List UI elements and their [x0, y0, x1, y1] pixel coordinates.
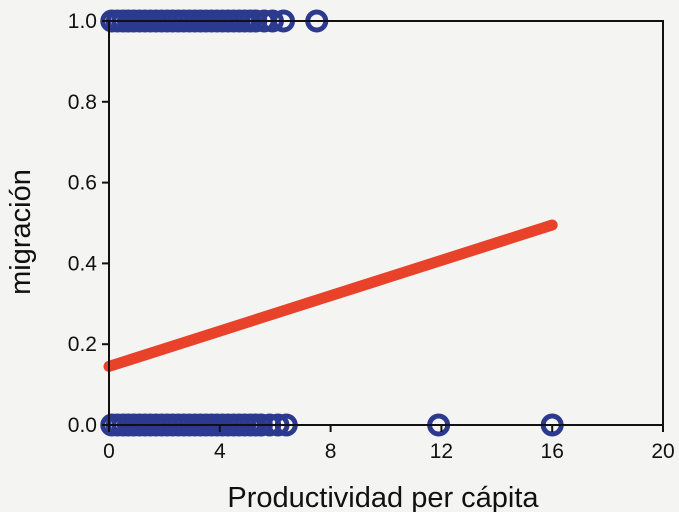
x-tick-label: 0	[103, 440, 115, 463]
fit-line-layer	[103, 219, 558, 372]
y-tick-label: 0.8	[68, 91, 97, 114]
data-points	[100, 9, 564, 437]
plot-frame	[108, 20, 664, 426]
x-tick-label: 16	[541, 440, 564, 463]
x-tick-label: 8	[325, 440, 337, 463]
x-tick-label: 20	[651, 440, 674, 463]
y-axis-label: migración	[5, 169, 37, 295]
x-tick-label: 4	[214, 440, 226, 463]
x-axis-label: Productividad per cápita	[227, 482, 539, 512]
y-tick-label: 1.0	[68, 10, 97, 33]
fit-line	[103, 219, 558, 372]
y-tick-label: 0.6	[68, 172, 97, 195]
axis-ticks: 0 4 8 12 16 20 0.0 0.2 0.4 0.6 0.8 1.0	[68, 10, 675, 463]
y-tick-label: 0.0	[68, 414, 97, 437]
x-tick-label: 12	[430, 440, 453, 463]
y-tick-label: 0.4	[68, 252, 98, 275]
y-tick-label: 0.2	[68, 333, 97, 356]
